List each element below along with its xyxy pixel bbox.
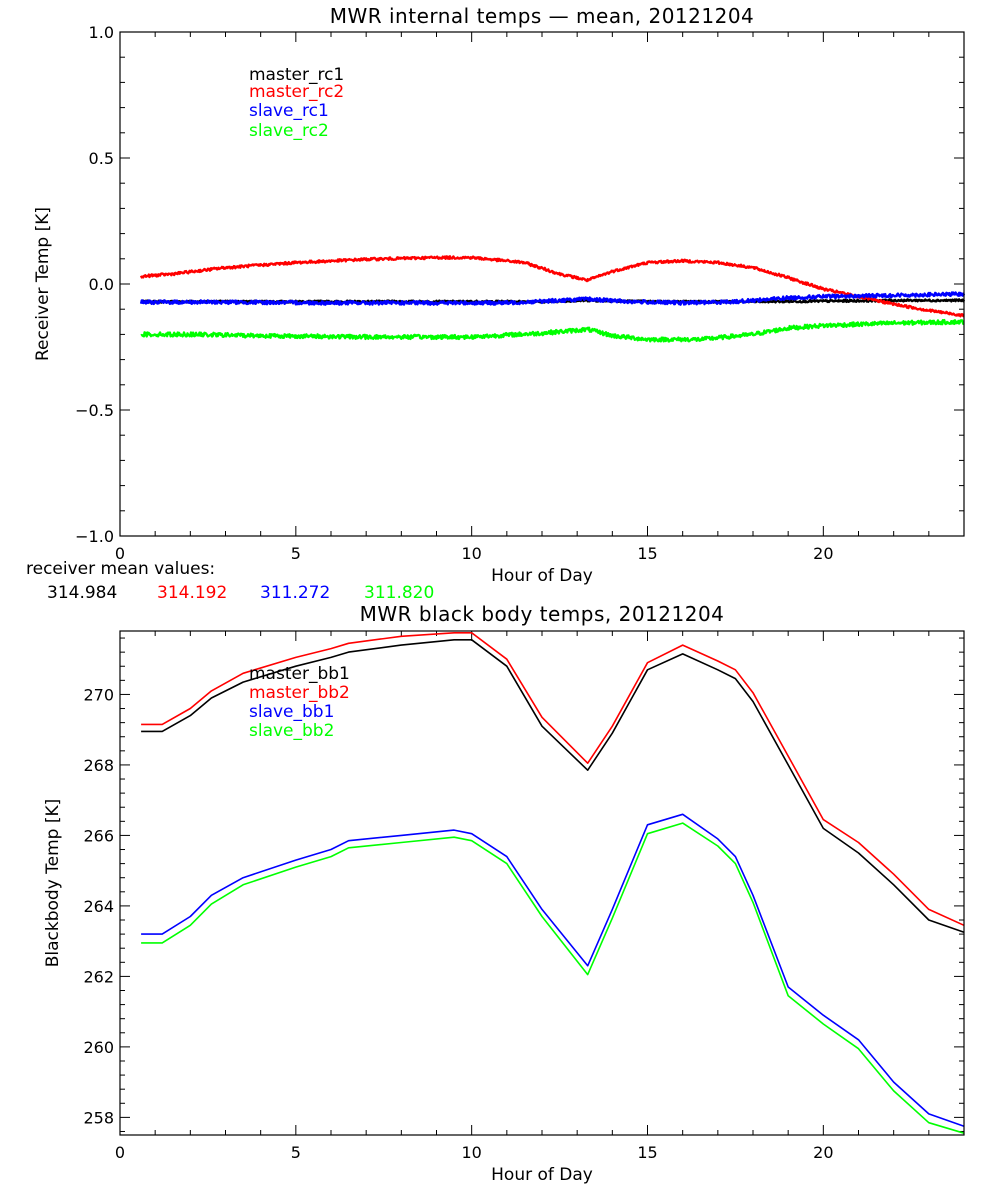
bottom-series-master-bb2 — [141, 631, 965, 927]
bottom-series-master-bb1 — [141, 638, 965, 934]
top-x-tick-label: 0 — [115, 544, 125, 563]
bottom-x-axis-label: Hour of Day — [491, 1165, 593, 1185]
bottom-chart-title: MWR black body temps, 20121204 — [360, 602, 725, 626]
top-axis-ticks: 0 5 10 15 20 −1.0 −0.5 0.0 0.5 1.0 — [75, 23, 965, 563]
receiver-mean-values: receiver mean values: 314.984 314.192 31… — [26, 559, 434, 603]
top-series-group — [139, 255, 966, 343]
bottom-y-tick-label: 268 — [83, 756, 114, 775]
top-x-tick-label: 10 — [461, 544, 481, 563]
top-series-slave-rc2 — [140, 319, 965, 343]
mean-value-master-rc1: 314.984 — [47, 583, 117, 603]
bottom-y-tick-label: 262 — [83, 967, 114, 986]
bottom-legend: master_bb1 master_bb2 slave_bb1 slave_bb… — [249, 664, 350, 741]
bottom-y-tick-label: 266 — [83, 826, 114, 845]
top-x-tick-label: 15 — [637, 544, 657, 563]
top-y-tick-label: −0.5 — [75, 401, 114, 420]
top-plot-frame — [119, 31, 965, 537]
bottom-y-tick-label: 260 — [83, 1038, 114, 1057]
bottom-plot-frame — [119, 630, 965, 1136]
legend-slave-bb2: slave_bb2 — [249, 721, 334, 741]
bottom-x-tick-label: 5 — [291, 1143, 301, 1162]
top-y-tick-label: 1.0 — [89, 23, 114, 42]
top-x-tick-label: 20 — [813, 544, 833, 563]
legend-master-rc1: master_rc1 — [249, 65, 344, 85]
legend-slave-bb1: slave_bb1 — [249, 702, 334, 722]
bottom-y-axis-label: Blackbody Temp [K] — [43, 799, 63, 968]
legend-slave-rc2: slave_rc2 — [249, 121, 329, 141]
bottom-chart: MWR black body temps, 20121204 0 5 10 15 20 2… — [43, 602, 965, 1185]
top-series-slave-rc1 — [139, 291, 966, 306]
top-x-axis-label: Hour of Day — [491, 566, 593, 586]
mean-value-slave-rc1: 311.272 — [260, 583, 330, 603]
bottom-series-slave-bb1 — [141, 813, 965, 1127]
bottom-y-tick-label: 258 — [83, 1108, 114, 1127]
legend-master-bb2: master_bb2 — [249, 683, 350, 703]
bottom-x-tick-label: 10 — [461, 1143, 481, 1162]
top-x-tick-label: 5 — [291, 544, 301, 563]
top-series-master-rc2 — [139, 255, 965, 318]
top-y-axis-label: Receiver Temp [K] — [33, 207, 53, 361]
top-y-tick-label: −1.0 — [75, 527, 114, 546]
bottom-series-group — [141, 631, 965, 1134]
top-legend: master_rc1 master_rc2 slave_rc1 slave_rc… — [249, 65, 344, 141]
bottom-x-tick-label: 0 — [115, 1143, 125, 1162]
mean-value-master-rc2: 314.192 — [157, 583, 227, 603]
bottom-x-tick-label: 15 — [637, 1143, 657, 1162]
bottom-axis-ticks: 0 5 10 15 20 258 260 262 264 266 268 270 — [83, 631, 965, 1162]
mean-value-slave-rc2: 311.820 — [364, 583, 434, 603]
bottom-y-tick-label: 270 — [83, 685, 114, 704]
bottom-y-tick-label: 264 — [83, 897, 114, 916]
top-chart: MWR internal temps — mean, 20121204 0 5 10… — [26, 4, 966, 603]
top-chart-title: MWR internal temps — mean, 20121204 — [330, 4, 755, 28]
legend-master-rc2: master_rc2 — [249, 82, 344, 102]
top-y-tick-label: 0.5 — [89, 149, 114, 168]
top-y-tick-label: 0.0 — [89, 275, 114, 294]
legend-master-bb1: master_bb1 — [249, 664, 350, 684]
bottom-x-tick-label: 20 — [813, 1143, 833, 1162]
bottom-series-slave-bb2 — [141, 822, 965, 1134]
receiver-mean-values-label: receiver mean values: — [26, 559, 215, 579]
legend-slave-rc1: slave_rc1 — [249, 101, 329, 121]
